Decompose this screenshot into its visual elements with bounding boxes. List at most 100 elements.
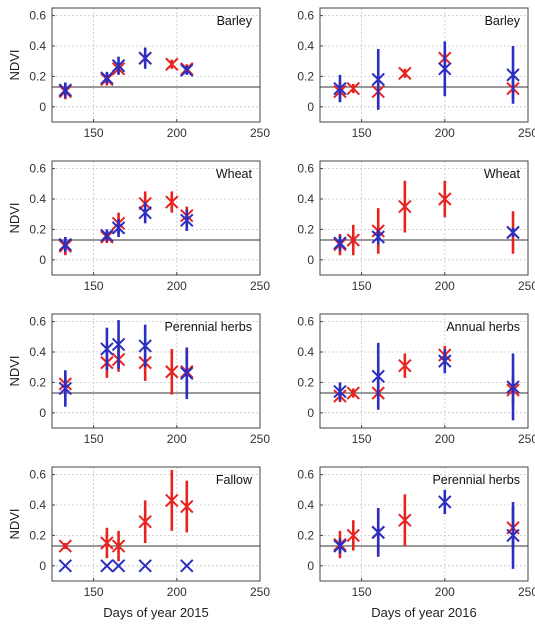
- x-tick-label: 150: [352, 432, 372, 446]
- y-axis-label: NDVI: [7, 508, 22, 539]
- data-point-blue: [58, 381, 73, 396]
- x-tick-label: 250: [250, 432, 270, 446]
- x-tick-label: 200: [435, 585, 455, 599]
- data-point-blue: [180, 366, 194, 380]
- y-tick-label: 0.2: [297, 69, 314, 83]
- y-tick-label: 0.4: [297, 498, 314, 512]
- y-tick-label: 0.2: [297, 375, 314, 389]
- x-axis-label: Days of year 2015: [103, 605, 209, 620]
- y-tick-label: 0.2: [29, 222, 46, 236]
- plot-frame: [51, 7, 261, 123]
- x-tick-label: 250: [250, 585, 270, 599]
- data-point-blue: [333, 81, 347, 96]
- panel-title: Wheat: [484, 167, 521, 181]
- panel-4: 0 0.2 0.4 0.6 150 200 250 Wheat: [297, 160, 535, 293]
- data-point-red: [346, 386, 360, 400]
- y-tick-label: 0.6: [297, 162, 314, 176]
- y-axis-label: NDVI: [7, 49, 22, 80]
- x-tick-label: 150: [352, 126, 372, 140]
- x-axis-label: Days of year 2016: [371, 605, 477, 620]
- data-point-blue: [438, 354, 452, 368]
- y-tick-label: 0.6: [29, 9, 46, 23]
- data-point-red: [346, 233, 360, 247]
- x-tick-label: 150: [84, 279, 104, 293]
- x-tick-label: 150: [84, 585, 104, 599]
- x-tick-label: 150: [352, 585, 372, 599]
- data-point-blue: [111, 221, 126, 235]
- x-tick-label: 150: [352, 279, 372, 293]
- data-point-blue: [100, 559, 114, 573]
- panel-2: 0 0.2 0.4 0.6 150 200 250 Barley: [297, 7, 535, 140]
- panel-7: 0 0.2 0.4 0.6 150 200 250 NDVI Days of year 2015…: [7, 466, 270, 620]
- y-tick-label: 0: [307, 100, 314, 114]
- y-tick-label: 0.2: [29, 528, 46, 542]
- data-point-blue: [506, 380, 520, 394]
- data-point-blue: [371, 369, 385, 384]
- y-tick-label: 0.2: [297, 222, 314, 236]
- data-point-red: [58, 539, 73, 553]
- data-point-red: [180, 499, 194, 514]
- y-tick-label: 0: [307, 253, 314, 267]
- panel-3: 0 0.2 0.4 0.6 150 200 250 NDVI Wheat: [7, 160, 270, 293]
- y-tick-label: 0.4: [29, 345, 46, 359]
- plot-frame: [51, 160, 261, 276]
- y-tick-label: 0: [39, 406, 46, 420]
- x-tick-label: 250: [518, 126, 535, 140]
- data-point-red: [398, 199, 412, 214]
- data-point-red: [111, 539, 126, 553]
- y-tick-label: 0: [307, 559, 314, 573]
- x-tick-label: 250: [518, 432, 535, 446]
- data-point-blue: [438, 62, 452, 76]
- plot-frame: [51, 313, 261, 429]
- y-tick-label: 0: [39, 253, 46, 267]
- data-point-red: [398, 358, 412, 373]
- panel-6: 0 0.2 0.4 0.6 150 200 250 Annual herbs: [297, 313, 535, 446]
- data-point-blue: [333, 236, 347, 250]
- x-tick-label: 250: [518, 585, 535, 599]
- x-tick-label: 200: [167, 126, 187, 140]
- panel-5: 0 0.2 0.4 0.6 150 200 250 NDVI Perennial herbs: [7, 313, 270, 446]
- data-point-blue: [333, 539, 347, 553]
- data-point-blue: [111, 559, 126, 573]
- plot-frame: [319, 7, 529, 123]
- y-tick-label: 0.4: [29, 498, 46, 512]
- y-tick-label: 0.4: [297, 39, 314, 53]
- data-point-blue: [180, 559, 194, 573]
- data-point-blue: [506, 225, 520, 240]
- data-point-blue: [438, 495, 452, 509]
- data-point-red: [165, 365, 179, 379]
- y-tick-label: 0.6: [29, 468, 46, 482]
- data-point-blue: [58, 559, 73, 573]
- data-point-blue: [506, 68, 520, 82]
- data-point-blue: [138, 205, 152, 220]
- data-point-blue: [58, 83, 73, 97]
- x-tick-label: 200: [435, 126, 455, 140]
- plot-frame: [319, 466, 529, 582]
- data-point-blue: [138, 51, 152, 65]
- data-point-red: [346, 528, 360, 543]
- y-tick-label: 0.4: [297, 192, 314, 206]
- x-tick-label: 200: [435, 279, 455, 293]
- y-tick-label: 0.6: [29, 315, 46, 329]
- y-tick-label: 0: [307, 406, 314, 420]
- y-tick-label: 0.6: [297, 468, 314, 482]
- data-point-blue: [111, 337, 126, 352]
- data-point-blue: [111, 59, 126, 73]
- y-tick-label: 0.2: [29, 69, 46, 83]
- panel-1: 0 0.2 0.4 0.6 150 200 250 NDVI Barley: [7, 7, 270, 140]
- data-point-blue: [371, 72, 385, 87]
- data-point-blue: [100, 228, 114, 243]
- y-tick-label: 0: [39, 559, 46, 573]
- data-point-red: [165, 493, 179, 508]
- x-tick-label: 250: [518, 279, 535, 293]
- data-point-red: [138, 515, 152, 529]
- panel-title: Perennial herbs: [164, 320, 252, 334]
- x-tick-label: 200: [167, 279, 187, 293]
- y-tick-label: 0.4: [29, 39, 46, 53]
- x-tick-label: 150: [84, 126, 104, 140]
- y-tick-label: 0.4: [297, 345, 314, 359]
- data-point-red: [100, 536, 114, 550]
- x-tick-label: 200: [167, 432, 187, 446]
- data-point-red: [165, 57, 179, 71]
- data-point-blue: [180, 213, 194, 227]
